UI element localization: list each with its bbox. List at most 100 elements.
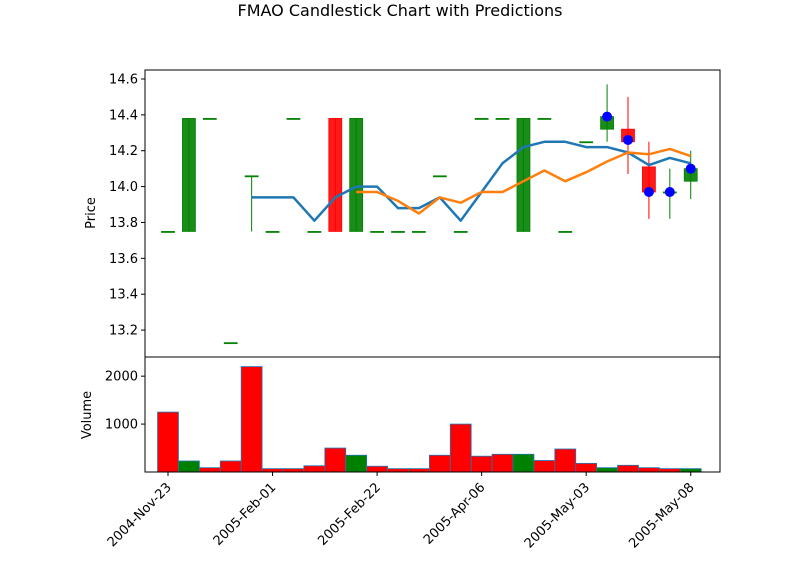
candle <box>307 231 322 233</box>
candle <box>391 231 405 233</box>
volume-plot-frame <box>144 356 721 473</box>
candle <box>265 231 280 233</box>
candles <box>161 84 698 345</box>
candle <box>244 175 259 232</box>
candle <box>202 118 217 120</box>
candle-body <box>370 231 384 233</box>
volume-bar <box>387 468 409 473</box>
x-tick-label: 2005-Feb-22 <box>315 480 384 549</box>
volume-bar <box>261 468 284 473</box>
candle-body <box>202 118 217 120</box>
x-tick-label: 2005-Feb-01 <box>211 480 280 549</box>
candle <box>432 175 447 178</box>
candle-body <box>391 231 405 233</box>
candle-body <box>558 231 573 233</box>
candle-body <box>223 342 238 345</box>
price-y-tick-label: 14.4 <box>109 108 138 123</box>
volume-y-tick-label: 2000 <box>105 370 138 385</box>
volume-bar <box>679 468 702 473</box>
volume-bar <box>658 468 681 473</box>
volume-plot-background <box>145 357 720 472</box>
price-plot-background <box>145 70 720 357</box>
prediction-line <box>356 147 692 215</box>
price-y-tick-label: 13.6 <box>109 252 138 267</box>
price-y-tick-label: 13.2 <box>109 324 138 339</box>
candle-body <box>286 118 301 120</box>
candle <box>579 141 594 144</box>
volume-bar <box>178 460 200 473</box>
price-y-tick-label: 13.8 <box>109 216 138 231</box>
candle-body <box>412 231 426 233</box>
candle-body <box>307 231 322 233</box>
prediction-points <box>602 111 696 197</box>
volume-bars <box>157 366 702 473</box>
x-tick-label: 2005-May-08 <box>626 480 697 551</box>
candle <box>161 231 175 233</box>
candle-body <box>516 118 531 232</box>
candle <box>412 231 426 233</box>
candle <box>328 118 343 232</box>
price-panel: 13.2 13.4 13.6 13.8 14.0 14.2 14.4 14.6 Price <box>84 69 721 358</box>
chart-title: FMAO Candlestick Chart with Predictions <box>237 1 562 20</box>
prediction-point <box>643 186 654 197</box>
prediction-point <box>685 163 696 174</box>
volume-bar <box>198 467 221 473</box>
volume-bar <box>617 464 639 473</box>
price-y-tick-label: 14.6 <box>109 72 138 87</box>
volume-bar <box>533 460 556 473</box>
candle-body <box>349 118 364 232</box>
candle <box>453 231 468 233</box>
prediction-point <box>602 111 613 122</box>
volume-bar <box>282 468 305 473</box>
volume-axis-label: Volume <box>80 391 95 439</box>
price-y-ticks: 13.2 13.4 13.6 13.8 14.0 14.2 14.4 14.6 <box>109 72 145 339</box>
candle <box>474 118 489 120</box>
prediction-lines <box>251 140 692 222</box>
volume-bar <box>512 453 535 473</box>
volume-bar <box>345 454 368 473</box>
candle <box>286 118 301 120</box>
volume-bar <box>596 467 618 473</box>
candle-body <box>537 118 552 120</box>
volume-bar <box>157 411 179 473</box>
candle <box>370 231 384 233</box>
volume-y-tick-label: 1000 <box>105 418 138 433</box>
volume-bar <box>491 453 514 473</box>
candle-body <box>495 118 510 120</box>
candle <box>537 118 552 120</box>
volume-bar <box>575 462 598 473</box>
price-y-tick-label: 14.2 <box>109 144 138 159</box>
candle-body <box>265 231 280 233</box>
candle-body <box>474 118 489 120</box>
volume-bar <box>638 467 660 473</box>
x-ticks: 2004-Nov-23 2005-Feb-01 2005-Feb-22 2005-Ap… <box>105 472 698 551</box>
candle-body <box>432 175 447 178</box>
volume-bar <box>408 468 430 473</box>
candle-body <box>161 231 175 233</box>
price-y-tick-label: 14.0 <box>109 180 138 195</box>
prediction-point <box>664 186 675 197</box>
volume-bar <box>324 447 347 473</box>
volume-bar <box>470 455 493 473</box>
x-tick-label: 2005-May-03 <box>522 480 593 551</box>
candle-body <box>244 175 259 178</box>
candle-body <box>453 231 468 233</box>
candle <box>558 231 573 233</box>
price-y-tick-label: 13.4 <box>109 288 138 303</box>
candle-body <box>579 141 594 144</box>
candle <box>349 118 364 232</box>
volume-bar <box>366 465 388 473</box>
prediction-point <box>623 134 633 145</box>
candle <box>223 342 238 345</box>
candle <box>495 118 510 120</box>
candle-body <box>182 118 196 232</box>
volume-bar <box>449 423 472 473</box>
volume-bar <box>428 454 451 473</box>
volume-bar <box>219 460 242 473</box>
volume-bar <box>554 448 577 473</box>
candle <box>182 118 196 232</box>
candle <box>516 118 531 232</box>
x-tick-label: 2004-Nov-23 <box>105 480 175 550</box>
volume-panel: 1000 2000 Volume 2004-Nov-23 2005-Feb-01 20… <box>80 356 721 551</box>
